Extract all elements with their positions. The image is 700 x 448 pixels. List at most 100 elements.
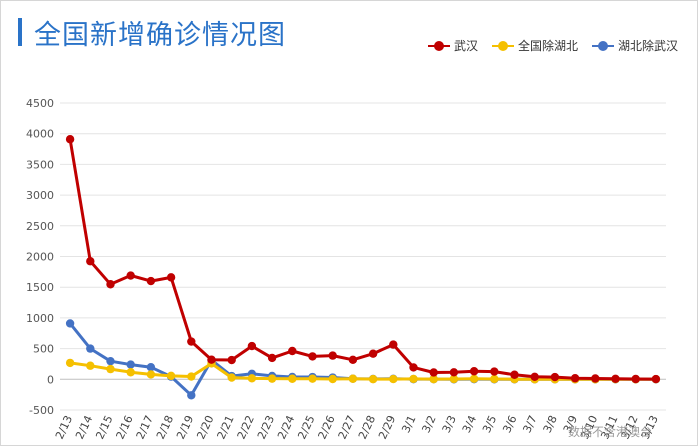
x-tick-label: 2/28 [356, 413, 378, 441]
legend-item-wuhan: 武汉 [427, 37, 478, 54]
data-point-s1-1 [86, 361, 95, 370]
data-point-s1-20 [469, 374, 479, 384]
series-line-2 [68, 321, 658, 397]
data-point-s0-3 [126, 271, 135, 280]
y-tick-label: 0 [47, 373, 54, 386]
data-point-s0-17 [409, 363, 418, 372]
data-point-s0-7 [207, 355, 216, 364]
data-point-s0-21 [490, 367, 499, 376]
title-accent-bar [18, 18, 22, 46]
data-point-s1-11 [288, 374, 297, 383]
x-tick-label: 2/26 [316, 413, 338, 441]
data-point-s0-12 [308, 352, 317, 361]
x-tick-label: 2/15 [93, 413, 115, 441]
x-tick-label: 3/1 [399, 413, 418, 435]
data-point-s1-6 [187, 372, 196, 381]
x-tick-label: 3/5 [480, 413, 499, 435]
data-point-s1-21 [490, 374, 499, 384]
y-tick-label: 4500 [26, 97, 54, 110]
data-point-s0-2 [106, 280, 115, 289]
data-point-s0-28 [631, 374, 640, 384]
data-point-s2-1 [86, 344, 95, 353]
data-point-s0-4 [146, 276, 156, 286]
legend-label-hubei-excl-wuhan: 湖北除武汉 [617, 39, 678, 53]
x-tick-label: 3/3 [440, 413, 459, 435]
data-point-s0-25 [570, 374, 580, 383]
y-tick-label: 2000 [26, 251, 54, 264]
y-tick-label: 500 [33, 343, 54, 356]
series-line-0 [68, 137, 658, 381]
footnote: 数据不含港澳台 [567, 425, 652, 439]
data-point-s0-10 [267, 353, 277, 363]
data-point-s1-13 [328, 374, 337, 384]
data-point-s1-16 [389, 374, 398, 384]
data-point-s0-27 [611, 374, 620, 384]
x-tick-label: 2/19 [174, 413, 196, 441]
data-point-s1-15 [368, 374, 378, 384]
data-point-s1-4 [146, 370, 156, 379]
data-point-s2-2 [106, 356, 115, 366]
chart-title: 全国新增确诊情况图 [34, 20, 286, 51]
chart-legend: 武汉 全国除湖北 湖北除武汉 [427, 37, 678, 54]
data-point-s2-4 [146, 363, 156, 372]
y-tick-label: -500 [29, 404, 54, 417]
data-point-s0-0 [65, 135, 75, 144]
data-point-s1-8 [227, 373, 236, 382]
legend-item-national-excl-hubei: 全国除湖北 [491, 37, 578, 54]
data-point-s1-17 [409, 374, 418, 384]
legend-label-wuhan: 武汉 [453, 39, 478, 53]
x-tick-label: 2/20 [194, 413, 216, 441]
y-tick-label: 4000 [26, 128, 54, 141]
x-tick-label: 3/8 [541, 413, 560, 435]
x-tick-label: 3/6 [500, 413, 519, 435]
x-tick-label: 2/14 [73, 413, 95, 441]
legend-item-hubei-excl-wuhan: 湖北除武汉 [591, 37, 678, 54]
data-point-s1-3 [126, 368, 135, 377]
data-point-s2-3 [126, 360, 135, 369]
legend-swatch-wuhan [427, 40, 450, 51]
y-tick-label: 3500 [26, 158, 54, 171]
data-point-s1-14 [348, 374, 358, 383]
data-point-s0-11 [288, 346, 297, 356]
data-point-s1-2 [106, 364, 115, 374]
y-tick-label: 1000 [26, 312, 54, 325]
data-point-s0-8 [227, 355, 236, 365]
data-point-s0-1 [86, 257, 95, 266]
data-point-s0-9 [247, 341, 257, 351]
data-point-s0-16 [389, 340, 398, 349]
data-point-s0-22 [510, 370, 519, 379]
data-point-s2-6 [187, 391, 196, 400]
data-point-s2-0 [65, 319, 75, 328]
data-point-s0-6 [187, 337, 196, 346]
data-point-s0-19 [449, 368, 459, 377]
data-point-s0-26 [591, 374, 600, 383]
legend-swatch-national-excl-hubei [491, 40, 514, 51]
legend-label-national-excl-hubei: 全国除湖北 [517, 39, 578, 53]
x-tick-label: 3/4 [460, 413, 479, 435]
data-point-s0-15 [368, 349, 378, 358]
x-tick-label: 2/25 [295, 413, 317, 441]
data-point-s1-5 [166, 371, 176, 381]
data-point-s1-10 [267, 374, 277, 383]
y-tick-label: 2500 [26, 220, 54, 233]
x-tick-label: 2/29 [376, 413, 398, 441]
x-tick-label: 2/22 [235, 413, 257, 441]
data-point-s1-19 [449, 374, 459, 384]
x-tick-label: 2/13 [53, 413, 75, 441]
legend-swatch-hubei-excl-wuhan [591, 40, 614, 51]
x-tick-label: 2/17 [134, 413, 156, 441]
data-point-s1-9 [247, 374, 257, 383]
x-tick-label: 2/16 [114, 413, 136, 441]
x-tick-label: 2/24 [275, 413, 297, 441]
data-point-s0-18 [429, 368, 438, 377]
data-point-s0-29 [651, 374, 661, 384]
x-tick-label: 2/18 [154, 413, 176, 441]
x-tick-label: 3/2 [419, 413, 438, 435]
data-point-s0-13 [328, 351, 337, 360]
data-point-s1-18 [429, 374, 438, 384]
y-tick-label: 3000 [26, 189, 54, 202]
x-tick-label: 2/21 [215, 413, 237, 441]
data-point-s1-12 [308, 374, 317, 383]
